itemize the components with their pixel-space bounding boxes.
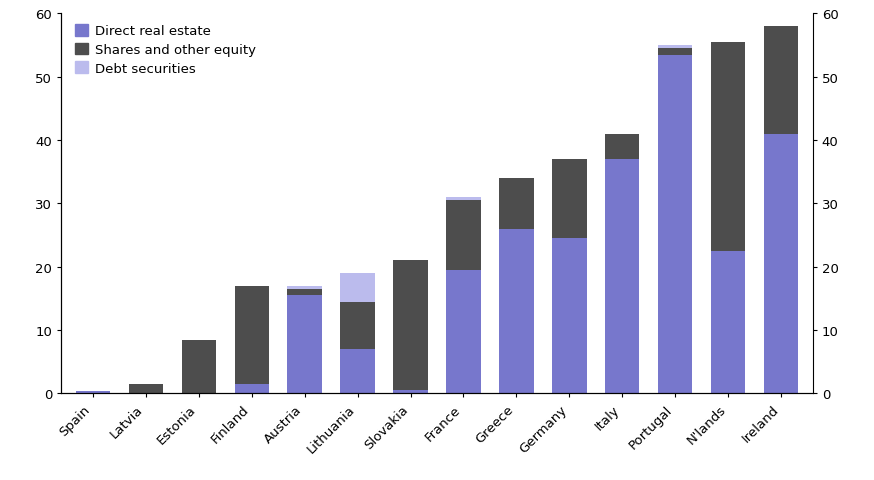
Bar [234,384,269,394]
Bar [658,49,692,56]
Bar [764,134,798,394]
Legend: Direct real estate, Shares and other equity, Debt securities: Direct real estate, Shares and other equ… [75,25,256,75]
Bar [128,384,163,394]
Bar [764,27,798,134]
Bar [340,274,375,302]
Bar [499,179,534,229]
Bar [340,302,375,349]
Bar [76,391,110,394]
Bar [288,286,322,289]
Bar [658,56,692,394]
Bar [288,289,322,296]
Bar [393,390,427,394]
Bar [499,229,534,394]
Bar [605,160,640,394]
Bar [605,134,640,160]
Bar [711,252,746,394]
Bar [711,43,746,252]
Bar [340,349,375,394]
Bar [288,296,322,394]
Bar [447,201,481,270]
Bar [393,261,427,390]
Bar [552,160,586,239]
Bar [552,239,586,394]
Bar [447,270,481,394]
Bar [658,46,692,49]
Bar [182,340,216,394]
Bar [447,198,481,201]
Bar [234,286,269,384]
